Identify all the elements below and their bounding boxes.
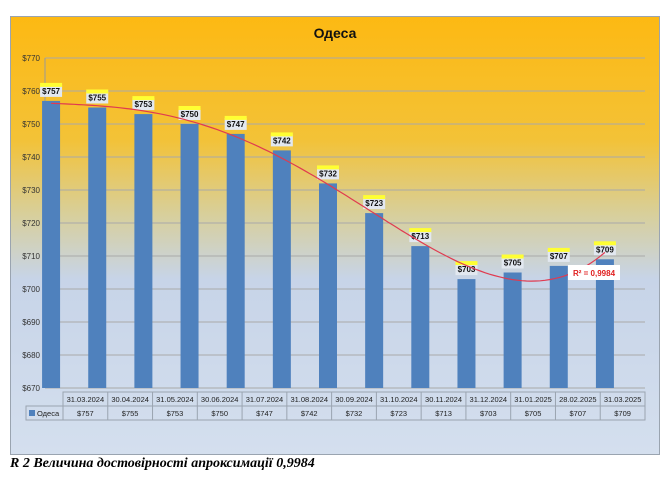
data-label-highlight	[132, 96, 155, 101]
data-label: $703	[458, 265, 476, 274]
data-label: $709	[596, 245, 614, 254]
bar	[42, 100, 61, 389]
y-tick-label: $710	[22, 252, 40, 261]
table-category: 31.07.2024	[246, 395, 284, 404]
table-value: $757	[77, 409, 94, 418]
data-label: $755	[88, 94, 106, 103]
data-label-highlight	[455, 261, 478, 266]
data-label-highlight	[501, 254, 524, 259]
data-label: $707	[550, 252, 568, 261]
trendline	[51, 102, 606, 282]
data-label-highlight	[270, 132, 293, 137]
data-label-highlight	[363, 195, 386, 200]
table-value: $713	[435, 409, 452, 418]
data-label-highlight	[224, 115, 247, 120]
y-tick-label: $760	[22, 87, 40, 96]
table-category: 30.11.2024	[425, 395, 462, 404]
r2-label: R² = 0,9984	[573, 269, 616, 278]
data-label-box	[132, 98, 155, 111]
table-category: 31.03.2024	[67, 395, 105, 404]
data-label-highlight	[409, 228, 432, 233]
bar	[503, 272, 522, 388]
data-label-box	[455, 263, 478, 276]
table-value: $755	[122, 409, 139, 418]
table-value: $750	[211, 409, 228, 418]
data-label: $742	[273, 136, 291, 145]
table-category: 31.08.2024	[290, 395, 328, 404]
table-category: 28.02.2025	[559, 395, 597, 404]
table-value: $742	[301, 409, 318, 418]
table-value: $703	[480, 409, 497, 418]
r2-label-box	[568, 265, 620, 280]
data-label-box	[178, 108, 201, 120]
data-label-box	[501, 256, 524, 269]
data-label-highlight	[593, 241, 616, 246]
data-label: $747	[227, 120, 245, 129]
bar	[457, 279, 476, 388]
data-label-highlight	[547, 247, 570, 252]
data-label-box	[363, 197, 386, 210]
bar	[411, 246, 430, 388]
data-label: $732	[319, 169, 337, 178]
data-label: $723	[365, 199, 383, 208]
table-value: $707	[570, 409, 587, 418]
data-label: $753	[134, 100, 152, 109]
bar	[272, 150, 291, 388]
table-value: $723	[390, 409, 407, 418]
table-category: 30.06.2024	[201, 395, 239, 404]
table-value: $747	[256, 409, 273, 418]
data-label-box	[224, 117, 247, 130]
table-value: $705	[525, 409, 542, 418]
data-label: $713	[411, 232, 429, 241]
y-tick-label: $720	[22, 219, 40, 228]
y-tick-label: $730	[22, 186, 40, 195]
data-label-box	[86, 91, 109, 104]
table-value: $753	[167, 409, 184, 418]
data-label-box	[40, 84, 63, 97]
chart-title: Одеса	[313, 25, 357, 41]
data-label-box	[270, 134, 293, 147]
bar	[595, 259, 614, 388]
legend-label: Одеса	[37, 409, 60, 418]
bar	[365, 213, 384, 388]
data-label: $705	[504, 259, 522, 268]
table-category: 31.05.2024	[156, 395, 194, 404]
data-label-highlight	[40, 82, 63, 87]
data-label-box	[317, 167, 339, 180]
data-label: $757	[42, 87, 60, 96]
caption: R 2 Величина достовірності апроксимації …	[10, 456, 315, 471]
table-category: 31.01.2025	[514, 395, 552, 404]
y-tick-label: $670	[22, 384, 40, 393]
bar	[226, 133, 245, 388]
bar	[134, 114, 153, 388]
table-data-row	[25, 405, 646, 421]
table-category: 31.12.2024	[470, 395, 508, 404]
legend-key	[29, 410, 35, 416]
y-tick-label: $690	[22, 318, 40, 327]
table-category: 31.03.2025	[604, 395, 642, 404]
y-tick-label: $750	[22, 120, 40, 129]
table-category: 31.10.2024	[380, 395, 418, 404]
table-category: 30.04.2024	[111, 395, 149, 404]
y-tick-label: $740	[22, 153, 40, 162]
y-tick-label: $700	[22, 285, 40, 294]
table-value: $732	[346, 409, 363, 418]
data-label-box	[547, 249, 570, 262]
bar	[549, 265, 568, 388]
data-label-highlight	[178, 106, 201, 110]
data-label: $750	[181, 110, 199, 119]
data-label-highlight	[317, 165, 339, 170]
y-tick-label: $770	[22, 54, 40, 63]
bar	[319, 183, 337, 388]
bar	[180, 124, 199, 388]
bar	[88, 107, 107, 388]
data-label-highlight	[86, 89, 109, 94]
data-label-box	[593, 243, 616, 256]
table-category: 30.09.2024	[335, 395, 373, 404]
table-value: $709	[614, 409, 631, 418]
y-tick-label: $680	[22, 351, 40, 360]
